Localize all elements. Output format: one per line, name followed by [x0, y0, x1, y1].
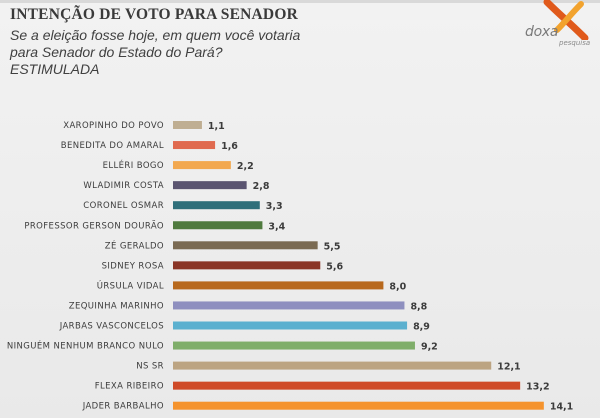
category-label: ÚRSULA VIDAL — [97, 279, 164, 291]
category-label: NINGUÉM NENHUM BRANCO NULO — [7, 340, 164, 352]
category-label: SIDNEY ROSA — [102, 261, 164, 271]
category-label: ZEQUINHA MARINHO — [69, 301, 164, 311]
bar-row: XAROPINHO DO POVO 1,1 — [63, 121, 225, 132]
category-label: CORONEL OSMAR — [83, 201, 164, 211]
bar — [173, 201, 260, 210]
logo-text: doxa — [525, 24, 559, 40]
bar — [173, 341, 415, 350]
bar — [173, 241, 318, 250]
bar-row: ZÉ GERALDO 5,5 — [105, 239, 341, 252]
bar-row: NS SR 12,1 — [136, 361, 521, 373]
question-subtitle: Se a eleição fosse hoje, em quem você vo… — [10, 27, 301, 77]
value-label: 12,1 — [497, 362, 520, 373]
logo-mark-icon — [543, 0, 589, 40]
value-label: 5,5 — [324, 241, 341, 252]
value-label: 3,3 — [266, 201, 283, 212]
bar-row: ÚRSULA VIDAL 8,0 — [97, 279, 407, 292]
category-label: WLADIMIR COSTA — [83, 181, 164, 191]
bar-row: WLADIMIR COSTA 2,8 — [83, 181, 270, 192]
bar — [173, 401, 544, 410]
category-label: XAROPINHO DO POVO — [63, 121, 164, 131]
category-label: JADER BARBALHO — [82, 402, 164, 412]
category-label: JARBAS VASCONCELOS — [59, 322, 164, 332]
bar — [173, 261, 321, 270]
bar — [173, 381, 521, 390]
bar — [173, 221, 263, 230]
bar-row: ELLÉRI BOGO 2,2 — [103, 159, 254, 172]
value-label: 13,2 — [526, 382, 549, 393]
value-label: 14,1 — [550, 402, 573, 413]
value-label: 1,1 — [208, 121, 225, 132]
bar — [173, 181, 247, 190]
value-label: 8,0 — [389, 281, 406, 292]
bar-row: FLEXA RIBEIRO 13,2 — [95, 381, 550, 393]
category-label: PROFESSOR GERSON DOURÃO — [24, 220, 164, 231]
bar-row: BENEDITA DO AMARAL 1,6 — [61, 141, 238, 152]
category-label: NS SR — [136, 362, 164, 372]
bar — [173, 161, 231, 170]
value-label: 1,6 — [221, 141, 238, 152]
category-label: ZÉ GERALDO — [105, 239, 164, 251]
doxa-logo: doxa pesquisa — [525, 0, 595, 52]
value-label: 2,2 — [237, 161, 254, 172]
bar-row: CORONEL OSMAR 3,3 — [83, 201, 283, 212]
value-label: 5,6 — [326, 261, 343, 272]
value-label: 8,9 — [413, 322, 430, 333]
bar — [173, 121, 202, 129]
bar — [173, 301, 405, 310]
value-label: 2,8 — [253, 181, 270, 192]
bar-row: PROFESSOR GERSON DOURÃO 3,4 — [24, 220, 285, 232]
value-label: 9,2 — [421, 342, 438, 353]
bar-row: ZEQUINHA MARINHO 8,8 — [69, 301, 428, 312]
bar — [173, 321, 408, 330]
top-rule — [0, 0, 600, 3]
bar-row: JADER BARBALHO 14,1 — [82, 401, 573, 413]
category-label: BENEDITA DO AMARAL — [61, 141, 164, 151]
category-label: ELLÉRI BOGO — [103, 159, 164, 171]
value-label: 8,8 — [410, 301, 427, 312]
bar-row: NINGUÉM NENHUM BRANCO NULO 9,2 — [7, 340, 438, 353]
bar — [173, 141, 216, 150]
bar — [173, 281, 384, 290]
category-label: FLEXA RIBEIRO — [95, 382, 164, 392]
bar-row: SIDNEY ROSA 5,6 — [102, 261, 343, 272]
bar — [173, 361, 492, 370]
logo-tagline: pesquisa — [559, 39, 591, 47]
value-label: 3,4 — [268, 221, 285, 232]
page-title: INTENÇÃO DE VOTO PARA SENADOR — [10, 6, 298, 23]
bar-row: JARBAS VASCONCELOS 8,9 — [59, 321, 430, 333]
